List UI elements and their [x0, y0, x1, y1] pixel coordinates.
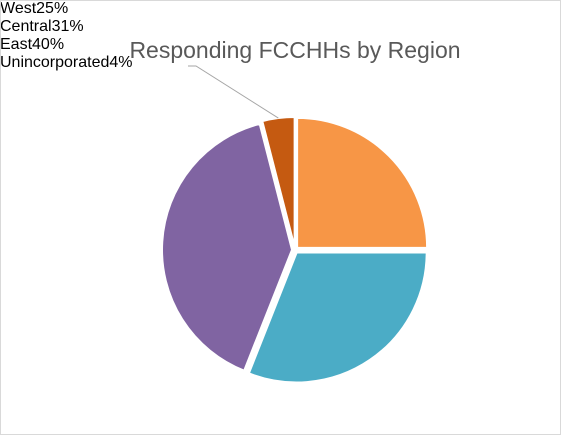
- data-label-category: East: [0, 36, 33, 53]
- data-label-category: Unincorporated: [0, 54, 110, 71]
- data-label-value: 25%: [36, 0, 69, 17]
- data-label-category: Central: [0, 18, 52, 35]
- data-label: West25%: [0, 0, 90, 18]
- data-label: Unincorporated4%: [0, 54, 133, 72]
- pie-slice: [296, 116, 429, 249]
- data-label-value: 40%: [32, 36, 65, 53]
- data-label-category: West: [0, 0, 37, 17]
- data-label-value: 4%: [109, 54, 133, 71]
- data-label: Central31%: [0, 18, 90, 36]
- pie-slice: [161, 122, 294, 372]
- leader-line: [188, 65, 279, 119]
- chart-title: Responding FCCHHs by Region: [129, 37, 460, 63]
- data-label: East40%: [0, 36, 90, 54]
- data-label-value: 31%: [51, 18, 84, 35]
- pie-slice: [247, 251, 428, 384]
